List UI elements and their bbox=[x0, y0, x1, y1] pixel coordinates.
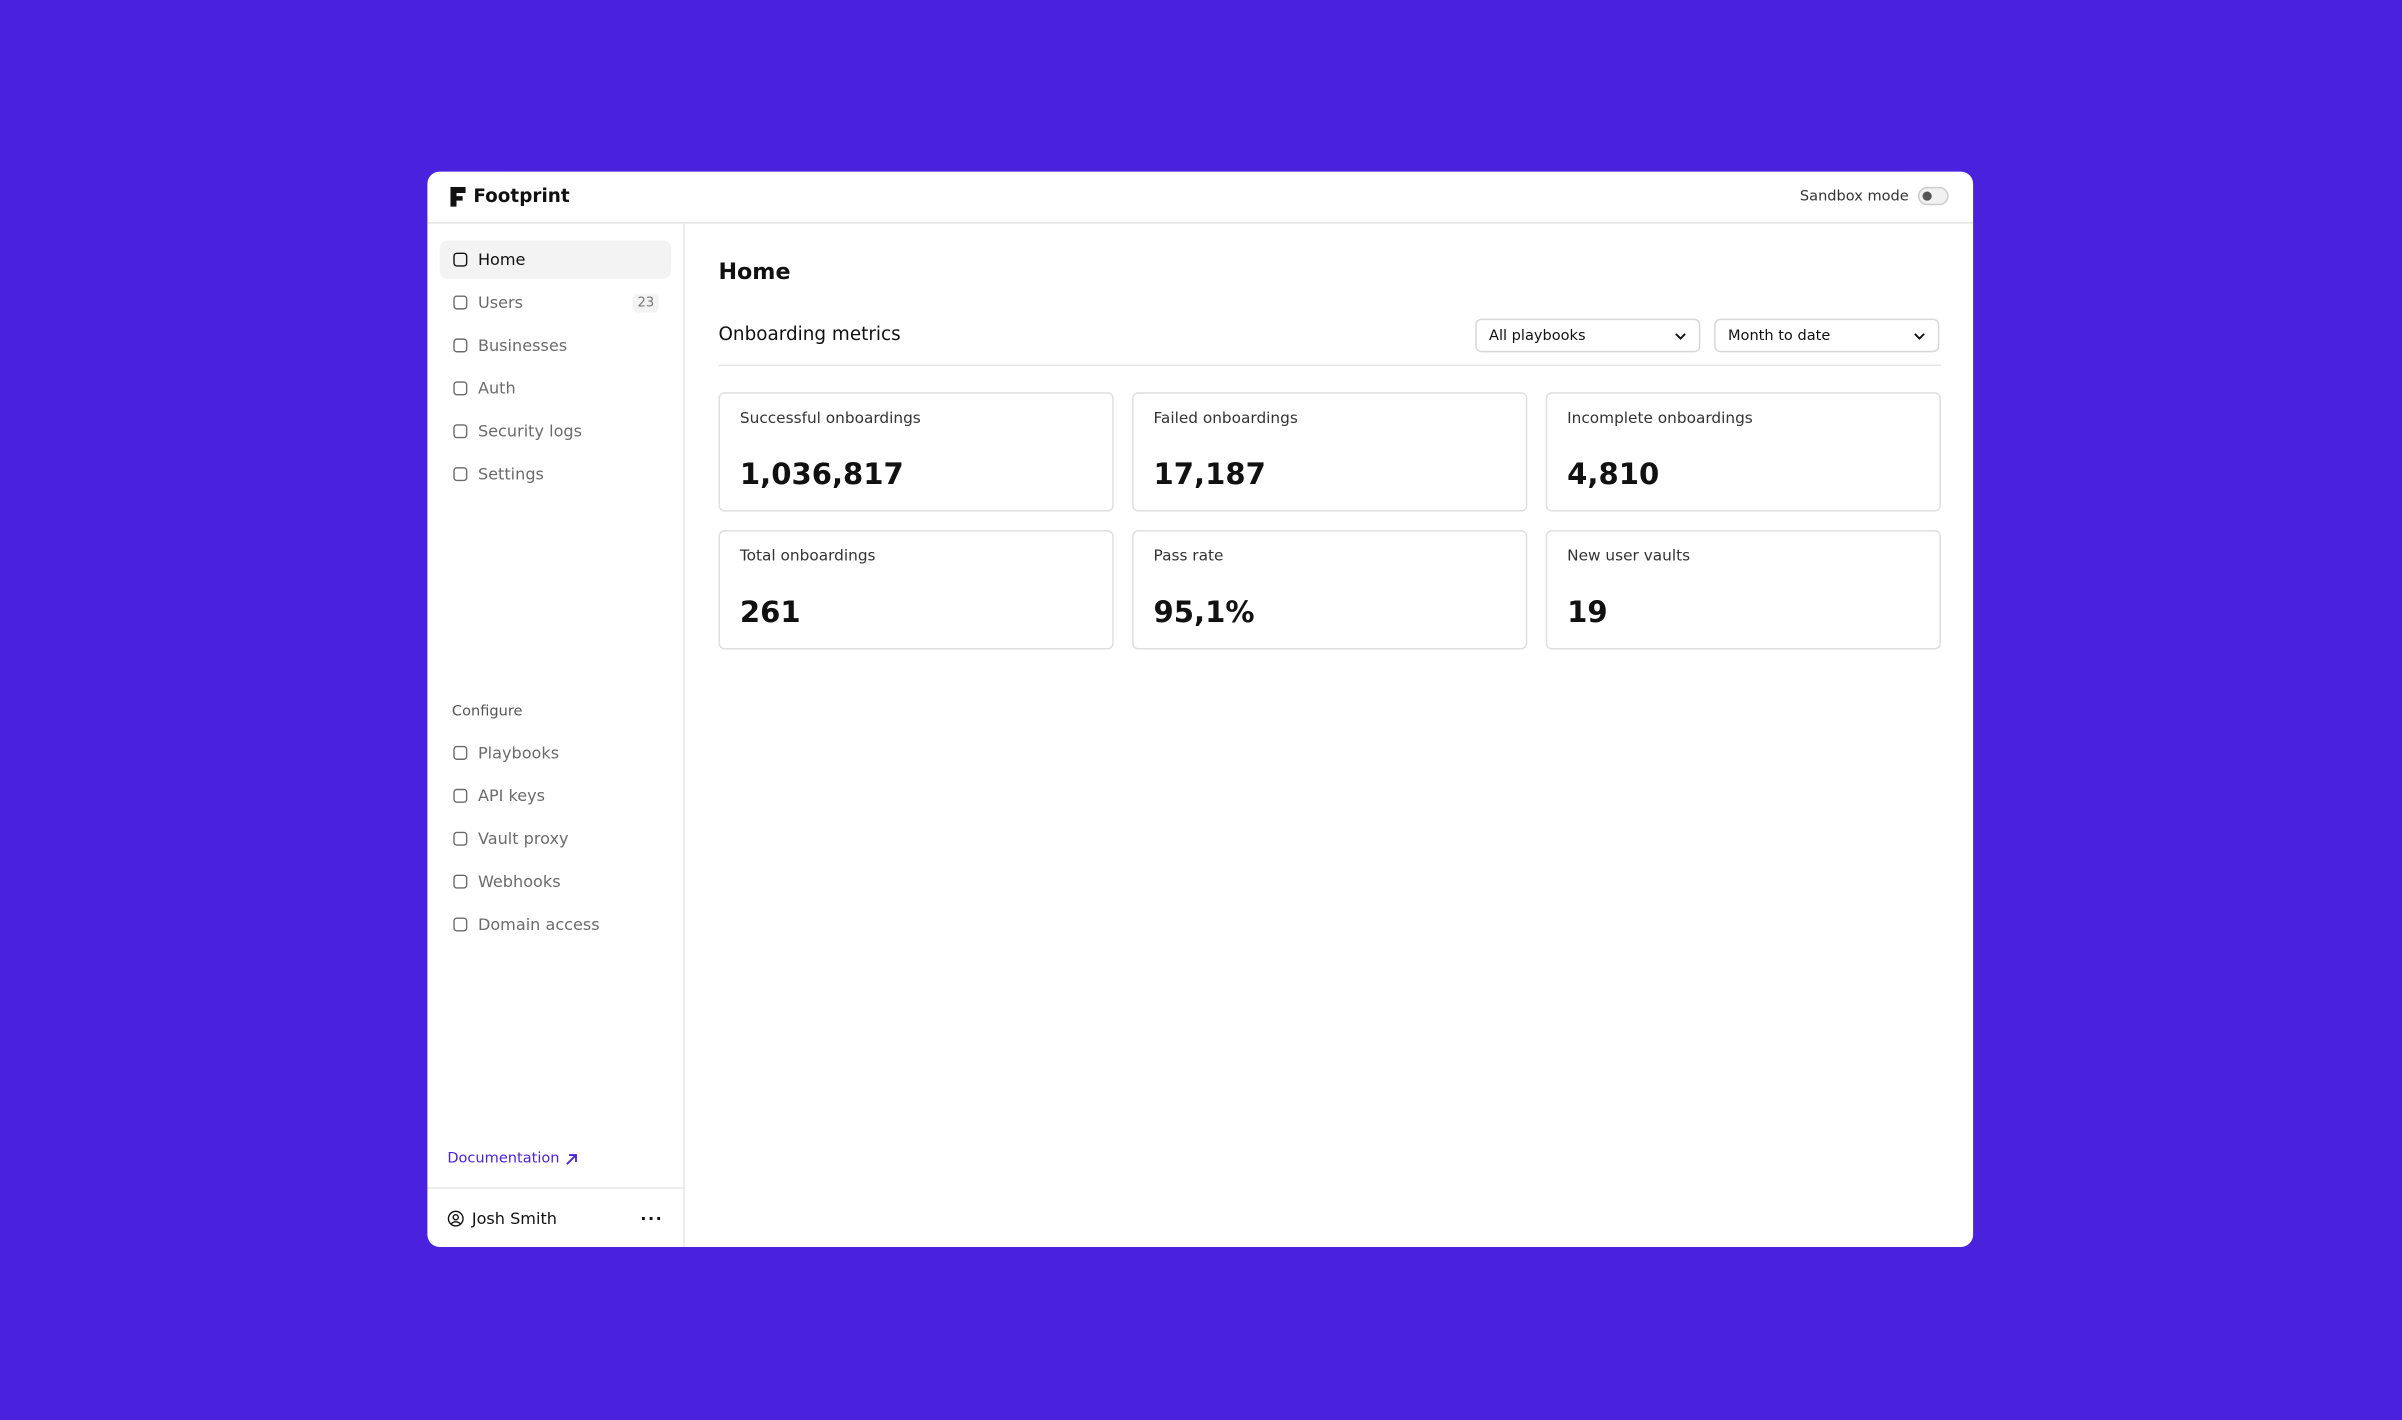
sandbox-label: Sandbox mode bbox=[1799, 187, 1909, 205]
metric-label: Incomplete onboardings bbox=[1567, 410, 1753, 428]
nav-icon bbox=[453, 745, 468, 760]
user-name: Josh Smith bbox=[471, 1209, 557, 1228]
filter-select[interactable]: Month to date bbox=[1714, 318, 1940, 353]
metric-label: Successful onboardings bbox=[739, 410, 921, 428]
metric-card: Total onboardings 261 bbox=[718, 530, 1114, 650]
metric-value: 19 bbox=[1567, 595, 1608, 630]
nav-icon bbox=[453, 788, 468, 803]
metric-value: 4,810 bbox=[1567, 458, 1660, 492]
external-icon bbox=[566, 1153, 578, 1165]
filter-select[interactable]: All playbooks bbox=[1475, 318, 1701, 353]
metric-value: 95,1% bbox=[1153, 595, 1255, 630]
chevron bbox=[1914, 332, 1925, 340]
section-label: Configure bbox=[451, 703, 523, 720]
documentation-link[interactable]: Documentation bbox=[447, 1150, 578, 1167]
more-menu[interactable]: ··· bbox=[640, 1209, 664, 1228]
metric-card: Incomplete onboardings 4,810 bbox=[1545, 392, 1941, 512]
nav-item[interactable]: Webhooks bbox=[440, 862, 671, 900]
nav-label: Settings bbox=[477, 464, 544, 484]
top-bar: Footprint Sandbox mode bbox=[427, 172, 1974, 224]
metric-card: Pass rate 95,1% bbox=[1132, 530, 1528, 650]
nav-item[interactable]: Businesses bbox=[440, 326, 671, 364]
nav-item[interactable]: Security logs bbox=[440, 412, 671, 450]
nav-icon bbox=[453, 381, 468, 396]
logo bbox=[450, 186, 466, 207]
metric-card: New user vaults 19 bbox=[1545, 530, 1941, 650]
metric-value: 261 bbox=[739, 595, 801, 630]
nav-label: Security logs bbox=[477, 422, 583, 441]
nav-icon bbox=[453, 467, 468, 482]
toggle[interactable] bbox=[1917, 186, 1949, 206]
nav-label: Home bbox=[477, 250, 526, 269]
metric-label: Pass rate bbox=[1153, 548, 1224, 566]
nav-badge: 23 bbox=[632, 293, 659, 312]
nav-label: Domain access bbox=[477, 915, 600, 934]
sidebar: Home Users 23 Businesses Auth Security logs Se… bbox=[427, 223, 685, 1247]
sandbox-toggle[interactable]: Sandbox mode bbox=[1799, 186, 1949, 206]
filter-label: All playbooks bbox=[1489, 327, 1586, 344]
nav-label: Businesses bbox=[477, 336, 568, 355]
nav-item[interactable]: Home bbox=[439, 240, 671, 279]
nav-icon bbox=[453, 338, 468, 353]
nav-item[interactable]: Vault proxy bbox=[440, 820, 671, 858]
filter-label: Month to date bbox=[1727, 327, 1831, 344]
metric-label: Failed onboardings bbox=[1153, 410, 1298, 428]
nav-item[interactable]: Users 23 bbox=[440, 283, 671, 321]
nav-icon bbox=[453, 295, 468, 310]
nav-label: Users bbox=[477, 293, 524, 312]
metric-card: Failed onboardings 17,187 bbox=[1132, 392, 1528, 512]
user-row[interactable]: Josh Smith ··· bbox=[427, 1187, 684, 1247]
brand[interactable]: Footprint bbox=[450, 185, 570, 207]
nav-label: Vault proxy bbox=[477, 829, 569, 848]
nav-icon bbox=[453, 252, 468, 267]
app-window: Footprint Sandbox mode Home Users 23 Busine… bbox=[427, 171, 1974, 1247]
divider bbox=[718, 364, 1941, 367]
nav-item[interactable]: Playbooks bbox=[440, 734, 671, 772]
metric-label: Total onboardings bbox=[739, 548, 876, 566]
nav-item[interactable]: API keys bbox=[440, 777, 671, 815]
nav-label: Playbooks bbox=[477, 743, 560, 763]
metric-label: New user vaults bbox=[1567, 548, 1691, 566]
brand-name: Footprint bbox=[473, 185, 570, 207]
user-icon bbox=[447, 1210, 464, 1227]
nav-item[interactable]: Domain access bbox=[440, 905, 671, 943]
metric-card: Successful onboardings 1,036,817 bbox=[718, 392, 1114, 512]
metric-value: 17,187 bbox=[1153, 458, 1266, 492]
nav-icon bbox=[453, 424, 468, 439]
metric-value: 1,036,817 bbox=[739, 458, 904, 492]
nav-label: Webhooks bbox=[477, 872, 561, 891]
section-title: Onboarding metrics bbox=[718, 323, 901, 345]
nav-label: Auth bbox=[477, 379, 516, 398]
chevron bbox=[1675, 332, 1686, 340]
nav-icon bbox=[453, 874, 468, 889]
nav-icon bbox=[453, 831, 468, 846]
nav-label: API keys bbox=[477, 786, 546, 806]
page-title: Home bbox=[718, 260, 791, 285]
nav-item[interactable]: Settings bbox=[440, 455, 671, 493]
documentation-text: Documentation bbox=[447, 1150, 560, 1168]
nav-item[interactable]: Auth bbox=[440, 369, 671, 407]
nav-icon bbox=[453, 917, 468, 932]
